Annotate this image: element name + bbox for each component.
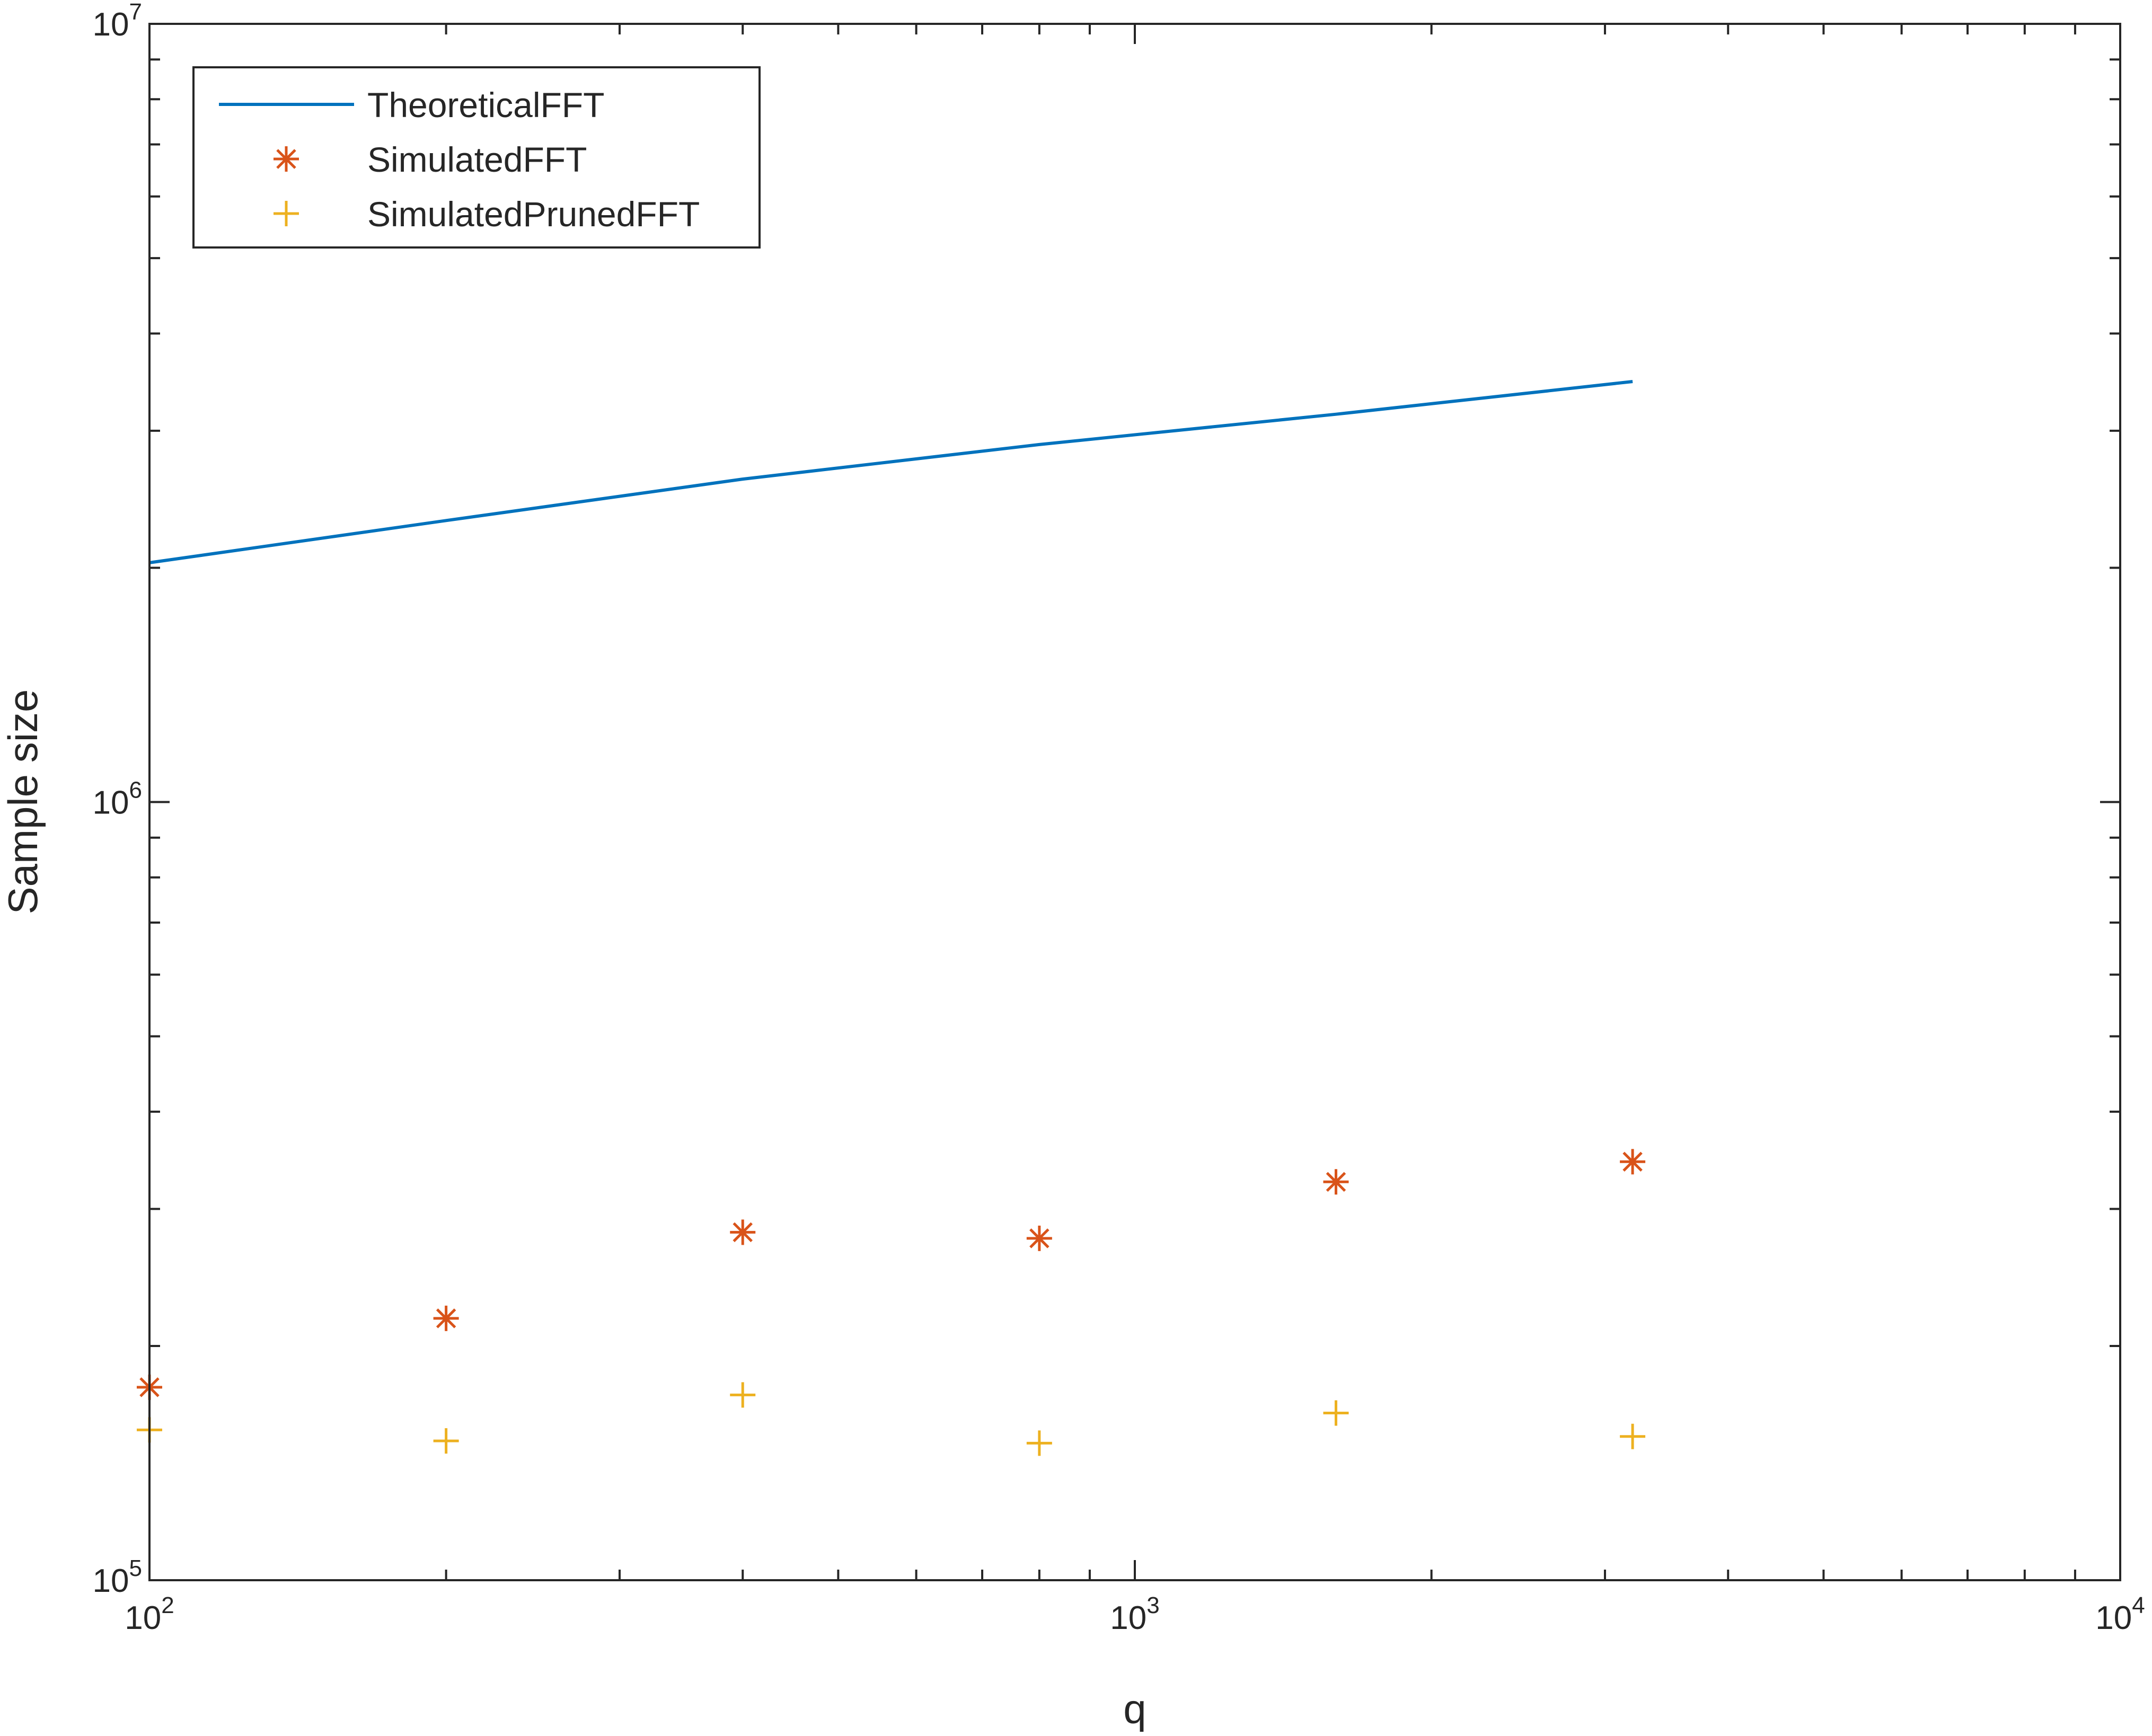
legend-label: SimulatedPrunedFFT bbox=[367, 194, 700, 234]
simulated-fft-point bbox=[1620, 1149, 1646, 1175]
x-axis-title: q bbox=[1123, 1686, 1146, 1732]
series-line-theoretical-fft bbox=[149, 380, 1633, 564]
legend-asterisk-swatch bbox=[274, 146, 299, 172]
plot-frame bbox=[148, 23, 2121, 1581]
y-tick-label: 105 bbox=[93, 1555, 142, 1599]
legend: TheoreticalFFT SimulatedFFT SimulatedPrune… bbox=[192, 66, 761, 249]
y-tick-label: 107 bbox=[93, 0, 142, 43]
x-tick-label: 103 bbox=[1110, 1592, 1159, 1636]
x-tick-label: 102 bbox=[125, 1592, 174, 1636]
simulated-fft-point bbox=[730, 1219, 756, 1245]
legend-label: TheoreticalFFT bbox=[367, 85, 604, 125]
simulated-pruned-fft-point bbox=[433, 1428, 459, 1454]
simulated-pruned-fft-point bbox=[1323, 1400, 1349, 1426]
tick-labels: 102 103 104 105 106 107 bbox=[93, 0, 2145, 1636]
simulated-fft-point bbox=[433, 1305, 459, 1331]
x-tick-label: 104 bbox=[2095, 1592, 2145, 1636]
simulated-fft-point bbox=[1026, 1225, 1052, 1251]
y-axis-title: Sample size bbox=[0, 689, 46, 915]
y-tick-label: 106 bbox=[93, 777, 142, 821]
legend-plus-swatch bbox=[274, 201, 299, 226]
simulated-pruned-fft-point bbox=[1620, 1423, 1646, 1449]
simulated-fft-point bbox=[1323, 1169, 1349, 1195]
simulated-pruned-fft-point bbox=[1026, 1430, 1052, 1456]
legend-label: SimulatedFFT bbox=[367, 140, 587, 179]
simulated-pruned-fft-point bbox=[730, 1382, 756, 1408]
